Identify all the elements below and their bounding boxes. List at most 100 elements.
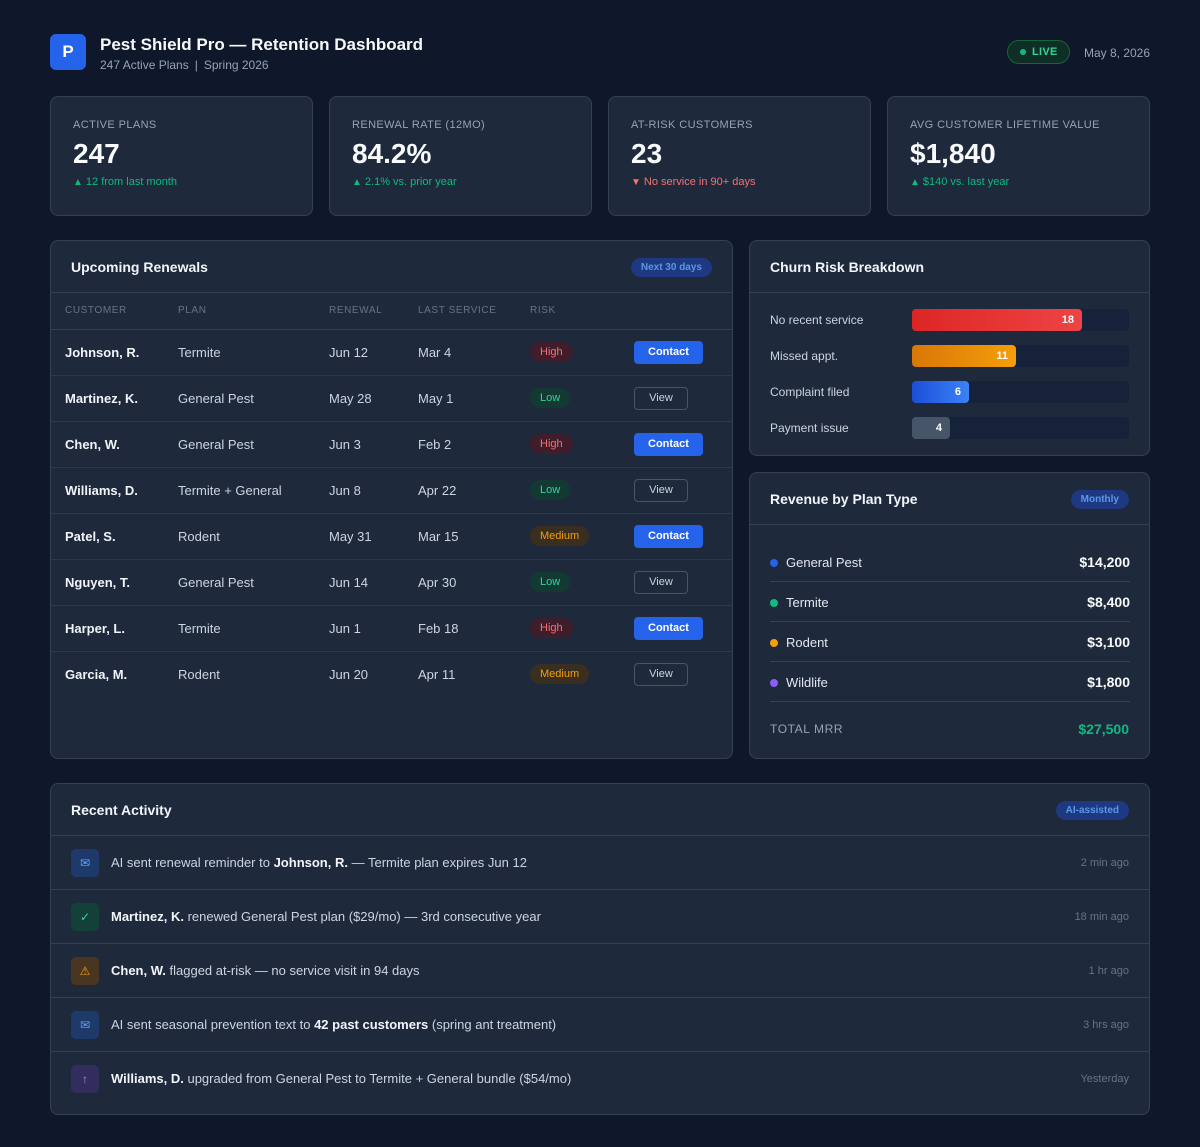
risk-badge: Low bbox=[530, 480, 571, 500]
total-mrr-label: TOTAL MRR bbox=[770, 722, 844, 736]
risk-badge: High bbox=[530, 342, 573, 362]
column-header-renewal[interactable]: RENEWAL bbox=[329, 293, 418, 330]
activity-item[interactable]: ✓ Martinez, K. renewed General Pest plan … bbox=[51, 890, 1149, 944]
churn-bar-label: No recent service bbox=[770, 313, 864, 327]
renewal-date-cell: Jun 1 bbox=[329, 605, 418, 652]
contact-button[interactable]: Contact bbox=[634, 432, 703, 456]
last-service-cell: Apr 22 bbox=[418, 467, 530, 514]
view-button[interactable]: View bbox=[634, 662, 688, 686]
table-row[interactable]: Harper, L. Termite Jun 1 Feb 18 High Contact bbox=[51, 605, 732, 652]
renewals-range-pill[interactable]: Next 30 days bbox=[630, 258, 712, 277]
page-header: P Pest Shield Pro — Retention Dashboard … bbox=[50, 34, 1150, 74]
upcoming-renewals-panel: Upcoming Renewals Next 30 days CUSTOMER … bbox=[50, 240, 733, 759]
column-header-customer[interactable]: CUSTOMER bbox=[51, 293, 178, 330]
customer-cell: Harper, L. bbox=[51, 605, 178, 652]
plan-cell: Termite + General bbox=[178, 467, 329, 514]
page-subtitle: 247 Active Plans | Spring 2026 bbox=[100, 58, 269, 72]
mail-icon: ✉ bbox=[71, 849, 99, 877]
plan-cell: Termite bbox=[178, 329, 329, 376]
live-status-badge: LIVE bbox=[1007, 40, 1070, 64]
revenue-row: Termite $8,400 bbox=[770, 582, 1130, 622]
revenue-plan-value: $14,200 bbox=[1079, 554, 1130, 570]
app-logo: P bbox=[50, 34, 86, 70]
activity-timestamp: 2 min ago bbox=[1080, 857, 1129, 869]
legend-dot-icon bbox=[770, 679, 778, 687]
activity-item[interactable]: ✉ AI sent renewal reminder to Johnson, R.… bbox=[51, 836, 1149, 890]
view-button[interactable]: View bbox=[634, 478, 688, 502]
recent-activity-panel: Recent Activity AI-assisted ✉ AI sent ren… bbox=[50, 783, 1150, 1115]
activity-item[interactable]: ⚠ Chen, W. flagged at-risk — no service v… bbox=[51, 944, 1149, 998]
kpi-delta-text: 12 from last month bbox=[85, 176, 177, 188]
churn-bar-label: Complaint filed bbox=[770, 385, 850, 399]
activity-text-part: AI sent seasonal prevention text to bbox=[111, 1017, 315, 1032]
churn-risk-panel: Churn Risk Breakdown No recent service 18… bbox=[749, 240, 1150, 456]
customer-cell: Chen, W. bbox=[51, 421, 178, 468]
risk-cell: Low bbox=[530, 467, 634, 514]
view-button[interactable]: View bbox=[634, 570, 688, 594]
revenue-row: Rodent $3,100 bbox=[770, 622, 1130, 662]
view-button[interactable]: View bbox=[634, 386, 688, 410]
last-service-cell: Feb 2 bbox=[418, 421, 530, 468]
risk-cell: High bbox=[530, 329, 634, 376]
column-header-last-service[interactable]: LAST SERVICE bbox=[418, 293, 530, 330]
revenue-period-pill[interactable]: Monthly bbox=[1070, 490, 1129, 509]
last-service-cell: Feb 18 bbox=[418, 605, 530, 652]
activity-highlight: Martinez, K. bbox=[111, 909, 184, 924]
table-row[interactable]: Martinez, K. General Pest May 28 May 1 Low Vi… bbox=[51, 375, 732, 422]
last-service-cell: Mar 4 bbox=[418, 329, 530, 376]
churn-bar-label: Missed appt. bbox=[770, 349, 839, 363]
revenue-panel: Revenue by Plan Type Monthly General Pes… bbox=[749, 472, 1150, 759]
table-row[interactable]: Williams, D. Termite + General Jun 8 Apr 22… bbox=[51, 467, 732, 514]
table-row[interactable]: Patel, S. Rodent May 31 Mar 15 Medium Contact bbox=[51, 513, 732, 560]
churn-bar-fill: 4 bbox=[912, 417, 950, 439]
activity-header: Recent Activity AI-assisted bbox=[51, 784, 1149, 836]
plan-cell: General Pest bbox=[178, 421, 329, 468]
activity-text: Williams, D. upgraded from General Pest … bbox=[111, 1071, 571, 1086]
renewals-title: Upcoming Renewals bbox=[71, 259, 208, 275]
plan-cell: General Pest bbox=[178, 559, 329, 606]
contact-button[interactable]: Contact bbox=[634, 616, 703, 640]
risk-badge: High bbox=[530, 618, 573, 638]
risk-cell: High bbox=[530, 605, 634, 652]
risk-cell: High bbox=[530, 421, 634, 468]
renewals-header: Upcoming Renewals Next 30 days bbox=[51, 241, 732, 293]
activity-item[interactable]: ✉ AI sent seasonal prevention text to 42 … bbox=[51, 998, 1149, 1052]
live-label: LIVE bbox=[1032, 46, 1058, 58]
table-row[interactable]: Chen, W. General Pest Jun 3 Feb 2 High Contac… bbox=[51, 421, 732, 468]
table-row[interactable]: Nguyen, T. General Pest Jun 14 Apr 30 Low Vie… bbox=[51, 559, 732, 606]
kpi-value: 247 bbox=[73, 138, 120, 169]
contact-button[interactable]: Contact bbox=[634, 524, 703, 548]
legend-dot-icon bbox=[770, 639, 778, 647]
risk-badge: Medium bbox=[530, 526, 590, 546]
action-cell: View bbox=[634, 559, 732, 606]
ai-assisted-pill: AI-assisted bbox=[1055, 801, 1129, 820]
churn-bar-label: Payment issue bbox=[770, 421, 849, 435]
risk-cell: Low bbox=[530, 559, 634, 606]
last-service-cell: Mar 15 bbox=[418, 513, 530, 560]
column-header-risk[interactable]: RISK bbox=[530, 293, 634, 330]
contact-button[interactable]: Contact bbox=[634, 340, 703, 364]
churn-bar-track: 11 bbox=[912, 345, 1129, 367]
activity-item[interactable]: ↑ Williams, D. upgraded from General Pest… bbox=[51, 1052, 1149, 1106]
kpi-card-active-plans: ACTIVE PLANS 247 ▲ 12 from last month bbox=[50, 96, 313, 216]
renewal-date-cell: Jun 3 bbox=[329, 421, 418, 468]
last-service-cell: Apr 11 bbox=[418, 666, 456, 682]
last-service-cell: May 1 bbox=[418, 375, 530, 422]
renewal-date-cell: Jun 14 bbox=[329, 559, 418, 606]
customer-cell: Johnson, R. bbox=[51, 329, 178, 376]
kpi-delta-text: No service in 90+ days bbox=[643, 176, 756, 188]
action-cell: Contact bbox=[634, 421, 732, 468]
kpi-delta-text: $140 vs. last year bbox=[922, 176, 1010, 188]
check-icon: ✓ bbox=[71, 903, 99, 931]
column-header-plan[interactable]: PLAN bbox=[178, 293, 329, 330]
trend-up-icon: ▲ bbox=[910, 177, 920, 188]
risk-badge: Low bbox=[530, 388, 571, 408]
trend-up-icon: ▲ bbox=[73, 177, 83, 188]
revenue-plan-name: Wildlife bbox=[786, 675, 828, 690]
current-date: May 8, 2026 bbox=[1083, 46, 1150, 60]
revenue-plan-value: $1,800 bbox=[1087, 674, 1130, 690]
activity-text: AI sent seasonal prevention text to 42 p… bbox=[111, 1017, 556, 1032]
table-row[interactable]: Garcia, M. Rodent Jun 20 Apr 11 Medium View bbox=[51, 651, 732, 697]
table-row[interactable]: Johnson, R. Termite Jun 12 Mar 4 High Contact bbox=[51, 329, 732, 376]
action-cell: Contact bbox=[634, 513, 732, 560]
